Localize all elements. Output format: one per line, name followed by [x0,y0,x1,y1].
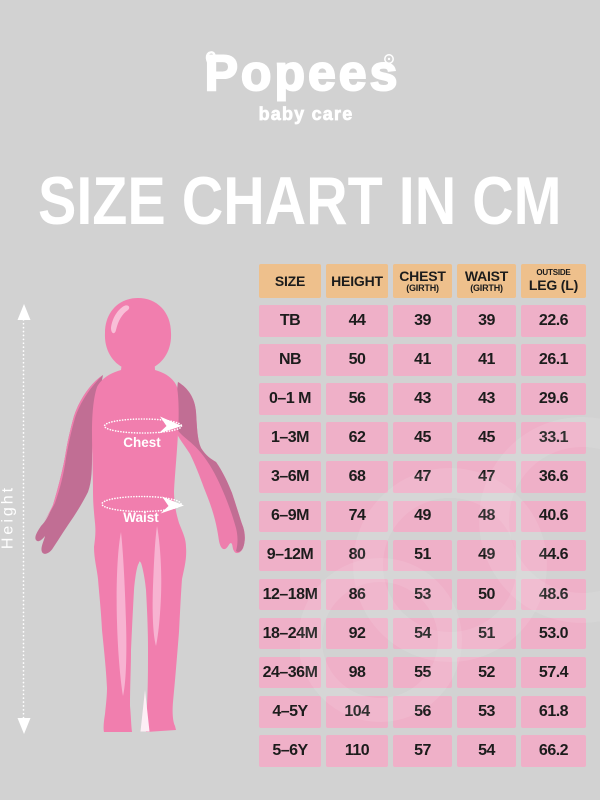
svg-text:Height: Height [0,485,17,549]
svg-text:Waist: Waist [123,510,159,525]
svg-text:Chest: Chest [123,435,161,450]
